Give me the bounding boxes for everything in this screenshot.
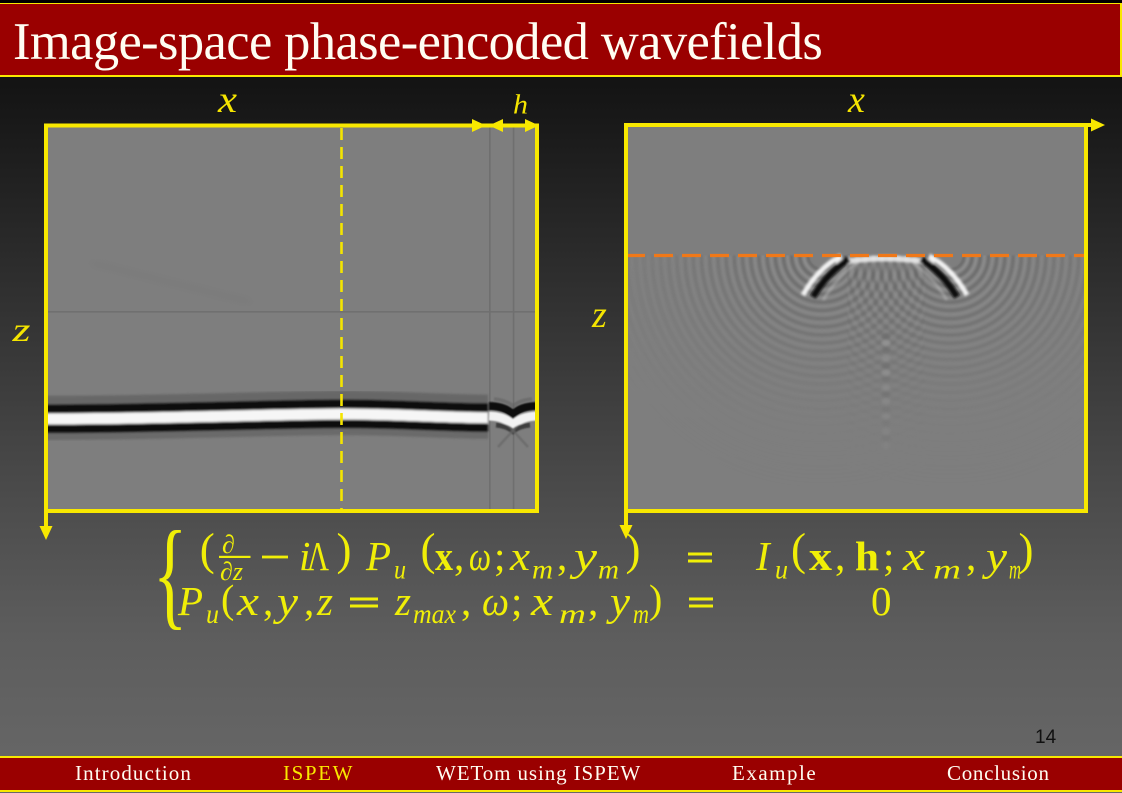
svg-text:I: I [755, 533, 772, 579]
svg-text:P: P [177, 578, 203, 624]
svg-text:m: m [633, 599, 649, 629]
svg-text:,: , [835, 533, 845, 579]
svg-text:x: x [236, 578, 259, 624]
svg-text:u: u [394, 555, 406, 585]
svg-text:(: ( [791, 525, 806, 575]
svg-text:{: { [153, 508, 187, 641]
svg-text:m: m [1009, 555, 1021, 585]
svg-text:;: ; [511, 578, 522, 624]
svg-text:x: x [509, 533, 530, 579]
svg-text:y: y [981, 533, 1008, 579]
svg-text:,: , [454, 533, 464, 579]
svg-text:i: i [299, 533, 310, 579]
svg-text:(: ( [221, 577, 234, 622]
svg-text:0: 0 [871, 578, 892, 624]
svg-text:Λ: Λ [307, 533, 329, 579]
svg-text:,: , [588, 578, 598, 624]
svg-text:P: P [365, 533, 391, 579]
svg-text:∂: ∂ [222, 530, 235, 559]
svg-text:z: z [591, 294, 607, 336]
svg-text:y: y [272, 578, 299, 624]
svg-text:x: x [435, 533, 453, 579]
svg-text:(: ( [200, 525, 215, 575]
svg-text:y: y [606, 578, 631, 624]
svg-text:x: x [809, 533, 833, 579]
svg-text:∂z: ∂z [220, 557, 243, 586]
svg-text:,: , [263, 578, 273, 624]
svg-text:m: m [532, 555, 553, 585]
svg-text:h: h [855, 533, 879, 579]
svg-text:z: z [316, 578, 333, 624]
svg-text:ω: ω [469, 533, 491, 579]
svg-text:,: , [304, 578, 314, 624]
svg-text:u: u [775, 555, 788, 585]
svg-text:m: m [559, 599, 586, 629]
svg-text:max: max [413, 599, 456, 629]
svg-text:): ) [337, 525, 352, 575]
svg-text:;: ; [494, 533, 505, 579]
svg-text:): ) [626, 525, 641, 575]
svg-text:,: , [966, 533, 976, 579]
svg-text:m: m [933, 555, 961, 585]
svg-text:,: , [557, 533, 567, 579]
svg-text:x: x [530, 578, 553, 624]
svg-text:(: ( [421, 525, 436, 575]
svg-text:ω: ω [482, 578, 509, 624]
svg-text:x: x [217, 79, 237, 121]
svg-text:h: h [513, 90, 528, 120]
svg-text:m: m [598, 555, 619, 585]
svg-text:y: y [569, 533, 598, 579]
svg-text:u: u [206, 599, 219, 629]
svg-text:): ) [649, 577, 662, 622]
svg-text:,: , [461, 578, 471, 624]
svg-text:): ) [1019, 525, 1034, 575]
svg-text:x: x [847, 79, 865, 121]
svg-text:;: ; [883, 533, 894, 579]
svg-text:z: z [11, 312, 30, 349]
svg-text:x: x [902, 533, 925, 579]
svg-text:z: z [394, 578, 411, 624]
